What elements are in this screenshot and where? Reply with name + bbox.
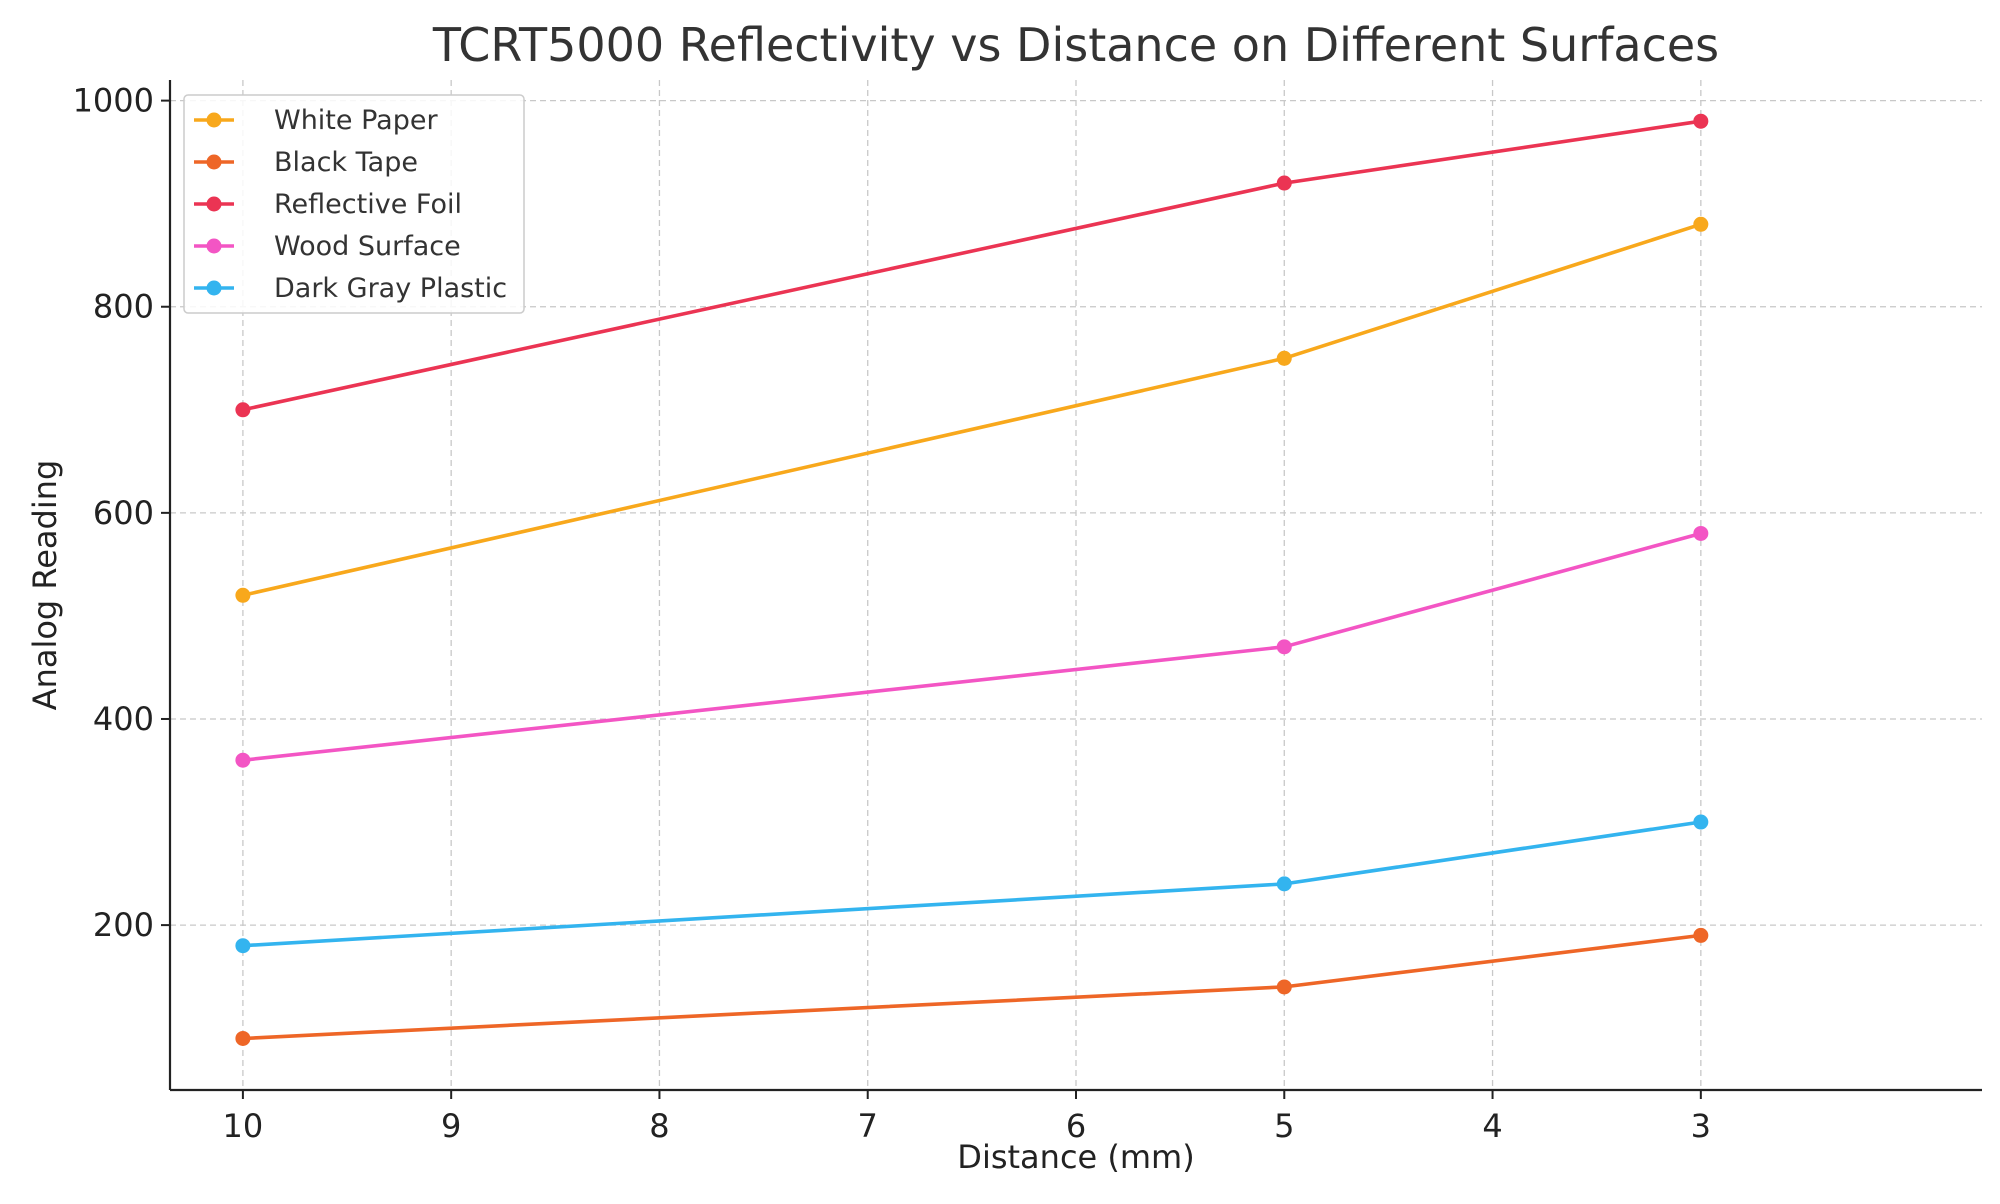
data-point-dark-gray-plastic <box>1693 814 1709 830</box>
series-group <box>235 113 1709 1046</box>
data-point-wood-surface <box>1276 639 1292 655</box>
y-tick-label: 1000 <box>73 82 154 120</box>
data-point-black-tape <box>235 1030 251 1046</box>
legend-label: Reflective Foil <box>274 189 462 220</box>
x-tick-label: 5 <box>1274 1107 1294 1145</box>
legend-label: Dark Gray Plastic <box>274 273 507 304</box>
legend-item-wood-surface: Wood Surface <box>194 231 461 262</box>
series-white-paper <box>235 216 1709 603</box>
legend-swatch-marker <box>206 280 222 296</box>
x-tick-label: 7 <box>858 1107 878 1145</box>
y-tick-label: 800 <box>93 288 154 326</box>
data-point-reflective-foil <box>235 402 251 418</box>
legend-box <box>183 94 525 314</box>
ticks: 10 9 8 7 6 5 4 3 200 400 600 800 1000 <box>73 82 1711 1145</box>
data-point-reflective-foil <box>1276 175 1292 191</box>
legend: White Paper Black Tape Reflective Foil Wood… <box>183 94 525 314</box>
data-point-white-paper <box>235 587 251 603</box>
legend-item-dark-gray-plastic: Dark Gray Plastic <box>194 273 507 304</box>
x-tick-label: 10 <box>223 1107 264 1145</box>
data-point-black-tape <box>1693 927 1709 943</box>
legend-item-reflective-foil: Reflective Foil <box>194 189 462 220</box>
data-point-white-paper <box>1276 350 1292 366</box>
data-point-white-paper <box>1693 216 1709 232</box>
legend-label: White Paper <box>274 105 438 136</box>
series-reflective-foil <box>235 113 1709 418</box>
y-tick-label: 600 <box>93 494 154 532</box>
x-tick-label: 9 <box>441 1107 461 1145</box>
data-point-wood-surface <box>235 752 251 768</box>
y-axis-label: Analog Reading <box>26 460 64 711</box>
legend-swatch-marker <box>206 154 222 170</box>
legend-item-white-paper: White Paper <box>194 105 438 136</box>
x-tick-label: 8 <box>649 1107 669 1145</box>
legend-label: Black Tape <box>274 147 418 178</box>
series-dark-gray-plastic <box>235 814 1709 954</box>
y-tick-label: 400 <box>93 700 154 738</box>
x-tick-label: 3 <box>1691 1107 1711 1145</box>
legend-swatch-marker <box>206 112 222 128</box>
data-point-dark-gray-plastic <box>235 938 251 954</box>
series-line-black-tape <box>242 933 1702 1041</box>
series-line-wood-surface <box>242 531 1702 762</box>
legend-item-black-tape: Black Tape <box>194 147 418 178</box>
data-point-dark-gray-plastic <box>1276 876 1292 892</box>
series-line-dark-gray-plastic <box>242 820 1702 948</box>
x-tick-label: 4 <box>1482 1107 1502 1145</box>
x-axis-label: Distance (mm) <box>957 1138 1194 1176</box>
data-point-reflective-foil <box>1693 113 1709 129</box>
legend-label: Wood Surface <box>274 231 461 262</box>
data-point-wood-surface <box>1693 525 1709 541</box>
series-black-tape <box>235 927 1709 1046</box>
data-point-black-tape <box>1276 979 1292 995</box>
legend-swatch-marker <box>206 196 222 212</box>
chart-title: TCRT5000 Reflectivity vs Distance on Dif… <box>432 18 1719 72</box>
y-tick-label: 200 <box>93 906 154 944</box>
series-wood-surface <box>235 525 1709 768</box>
x-tick-label: 6 <box>1066 1107 1086 1145</box>
legend-swatch-marker <box>206 238 222 254</box>
